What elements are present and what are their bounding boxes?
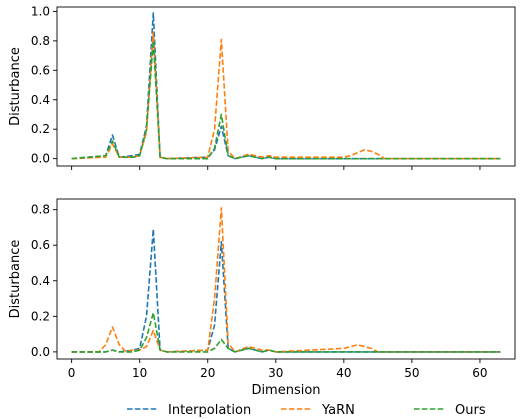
- legend-label: Interpolation: [168, 403, 251, 418]
- y-tick-label: 0.4: [31, 274, 50, 288]
- x-tick-label: 30: [268, 366, 283, 380]
- y-tick-label: 0.8: [31, 203, 50, 217]
- series-line-ours: [71, 311, 501, 353]
- bottom-subplot: 0.0 0.2 0.4 0.6 0.8 0 10 20 30 40 50 60 Disturbance D…: [8, 198, 516, 398]
- axes-frame: [56, 6, 516, 167]
- y-tick-label: 1.0: [31, 4, 50, 18]
- y-axis-label: Disturbance: [8, 47, 23, 126]
- y-tick-label: 0.0: [31, 152, 50, 166]
- x-tick-label: 40: [336, 366, 351, 380]
- legend-item-yarn: YaRN: [281, 403, 355, 418]
- x-tick-label: 20: [200, 366, 215, 380]
- legend-label: Ours: [455, 403, 486, 418]
- series-line-yarn: [71, 31, 501, 160]
- x-tick-label: 50: [404, 366, 419, 380]
- series-line-interpolation: [71, 12, 501, 160]
- x-tick-label: 60: [472, 366, 487, 380]
- y-axis-label: Disturbance: [8, 240, 23, 319]
- y-tick-label: 0.4: [31, 93, 50, 107]
- legend-item-interpolation: Interpolation: [127, 403, 251, 418]
- y-tick-label: 0.0: [31, 345, 50, 359]
- series-line-yarn: [71, 207, 501, 353]
- top-subplot: 0.0 0.2 0.4 0.6 0.8 1.0 Disturbance: [8, 4, 516, 170]
- y-tick-label: 0.2: [31, 122, 50, 136]
- x-tick-label: 0: [68, 366, 76, 380]
- x-axis-label: Dimension: [251, 383, 320, 398]
- y-tick-label: 0.6: [31, 238, 50, 252]
- x-tick-label: 10: [132, 366, 147, 380]
- legend-label: YaRN: [321, 403, 355, 418]
- series-line-interpolation: [71, 228, 501, 353]
- axes-frame: [56, 198, 516, 360]
- legend-item-ours: Ours: [414, 403, 486, 418]
- y-tick-label: 0.2: [31, 309, 50, 323]
- y-tick-label: 0.8: [31, 34, 50, 48]
- y-tick-label: 0.6: [31, 63, 50, 77]
- series-line-ours: [71, 40, 501, 160]
- legend: Interpolation YaRN Ours: [127, 403, 486, 418]
